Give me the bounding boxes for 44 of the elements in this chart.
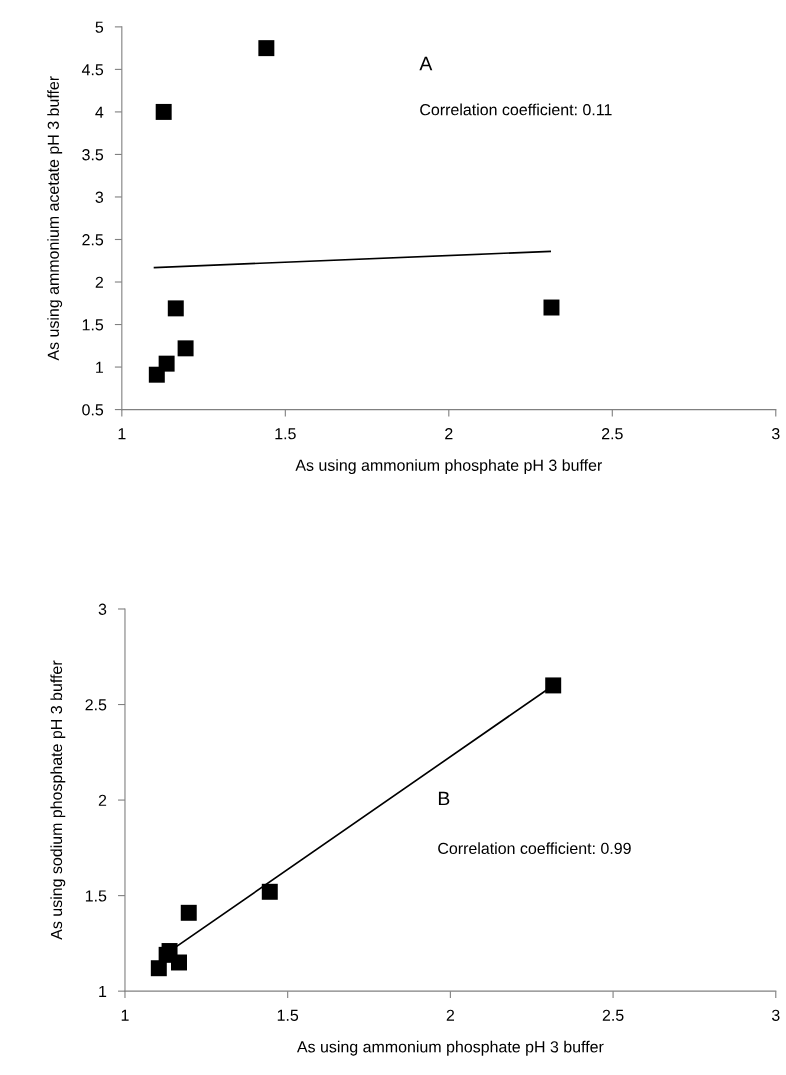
point [545, 677, 562, 694]
x-tick-label: 1 [118, 428, 126, 440]
y-tick-label: 2.5 [82, 234, 104, 246]
y-tick-label: 2.5 [85, 699, 107, 711]
y-tick-label: 2 [95, 276, 103, 288]
y-tick-label: 0.5 [82, 404, 104, 416]
y-tick-label: 1 [99, 985, 107, 997]
point [177, 340, 194, 357]
y-tick-label: 4.5 [81, 64, 104, 76]
x-tick-label: 2.5 [602, 1009, 624, 1021]
y-axis-title: As using sodium phosphate pH 3 buffer [50, 660, 66, 940]
y-tick-label: 5 [95, 21, 104, 33]
y-tick-label: 1.5 [85, 890, 107, 902]
point [543, 299, 560, 316]
point [158, 355, 175, 372]
point [167, 300, 184, 317]
x-tick-label: 2.5 [602, 428, 623, 440]
y-tick-label: 1 [96, 361, 103, 373]
x-tick-label: 3 [771, 428, 780, 440]
y-tick-label: 3 [98, 603, 107, 615]
x-tick-label: 3 [771, 1009, 780, 1021]
annotation: B [438, 791, 450, 806]
x-tick-label: 1 [121, 1009, 129, 1021]
point [261, 883, 278, 900]
annotation: A [419, 56, 433, 71]
x-tick-label: 1.5 [277, 1009, 299, 1021]
y-tick-label: 1.5 [82, 319, 104, 331]
y-tick-label: 3.5 [82, 149, 104, 161]
annotation: Correlation coefficient: 0.11 [420, 103, 612, 116]
x-tick-label: 2 [445, 428, 453, 440]
x-tick-label: 2 [446, 1009, 455, 1021]
point [171, 954, 187, 971]
point [150, 960, 167, 977]
y-tick-label: 2 [98, 794, 107, 806]
point [258, 40, 275, 57]
x-tick-label: 1.5 [275, 428, 296, 440]
x-axis-title: As using ammonium phosphate pH 3 buffer [295, 459, 603, 475]
y-axis-title: As using ammonium acetate pH 3 buffer [47, 76, 63, 361]
y-tick-label: 3 [95, 191, 104, 203]
point [155, 103, 172, 120]
point [180, 904, 197, 921]
y-tick-label: 4 [95, 106, 104, 118]
annotation: Correlation coefficient: 0.99 [438, 842, 631, 855]
x-axis-title: As using ammonium phosphate pH 3 buffer [296, 1040, 604, 1056]
